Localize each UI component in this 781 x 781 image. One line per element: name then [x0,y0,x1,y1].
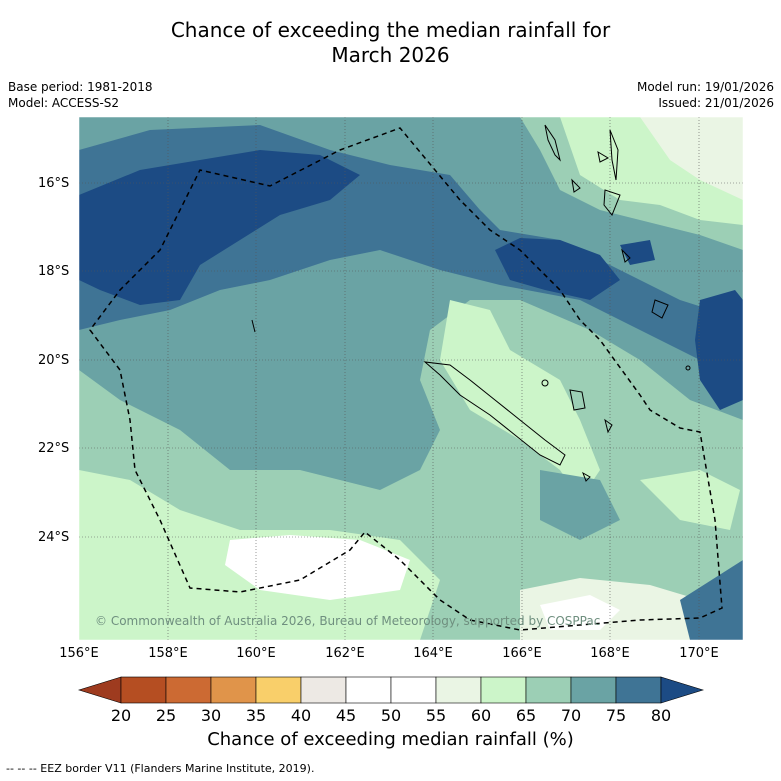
colorbar-segment-65-70 [525,676,572,704]
model-run: Model run: 19/01/2026 [636,80,774,94]
new-caledonia-coast [423,361,566,466]
colorbar-tick-70: 70 [560,706,582,725]
field-band-60-65-east [640,470,740,530]
field-band-50-55-south [225,535,410,600]
colorbar-tick-50: 50 [380,706,402,725]
lon-label-158e: 158°E [148,646,188,661]
eez-footnote: -- -- -- EEZ border V11 (Flanders Marine… [6,762,315,775]
lon-label-160e: 160°E [236,646,276,661]
map-title: Chance of exceeding the median rainfall … [0,18,781,68]
field-band-75-80-southeast [680,560,743,640]
field-patch-over-80-central [495,238,620,300]
colorbar-segment-60-65 [480,676,527,704]
lon-label-164e: 164°E [413,646,453,661]
reef-islet [251,319,256,333]
colorbar-segment-75-80 [615,676,662,704]
colorbar-tick-45: 45 [335,706,357,725]
colorbar-segment-45-50 [345,676,392,704]
colorbar-tick-80: 80 [650,706,672,725]
vanuatu-coast-3 [597,150,610,163]
colorbar-segment-20-25 [120,676,167,704]
field-band-50-55-southeast [540,595,620,630]
lat-label-22s: 22°S [38,441,70,456]
lat-label-18s: 18°S [38,264,70,279]
meta-right: Model run: 19/01/2026 Issued: 21/01/2026 [637,79,774,111]
colorbar-segment-50-55 [390,676,437,704]
vanuatu-coast-5 [603,189,621,216]
colorbar-extend-high [660,676,705,704]
model-name: Model: ACCESS-S2 [8,96,120,110]
meta-left: Base period: 1981-2018 Model: ACCESS-S2 [8,79,153,111]
base-period: Base period: 1981-2018 [8,80,153,94]
isle-of-pines-coast [582,471,591,482]
loyalty-islands-coast [569,389,586,411]
colorbar-segment-40-45 [300,676,347,704]
colorbar-segment-25-30 [165,676,212,704]
loyalty-islands-coast-2 [604,418,613,434]
map-frame [78,116,744,641]
eez-border [89,127,723,631]
colorbar-tick-65: 65 [515,706,537,725]
colorbar-tick-75: 75 [605,706,627,725]
lon-label-162e: 162°E [325,646,365,661]
lon-label-166e: 166°E [502,646,542,661]
fiji-islet [685,365,691,371]
lat-label-16s: 16°S [38,176,70,191]
title-line-1: Chance of exceeding the median rainfall … [170,18,611,42]
lon-label-168e: 168°E [590,646,630,661]
field-patch-over-80-east [695,290,743,410]
lat-label-24s: 24°S [38,530,70,545]
colorbar-tick-60: 60 [470,706,492,725]
title-line-2: March 2026 [331,43,450,67]
colorbar-tick-20: 20 [110,706,132,725]
probability-field [79,117,743,640]
colorbar-segment-30-35 [210,676,257,704]
issued-date: Issued: 21/01/2026 [658,96,774,110]
coastlines [251,124,691,482]
vanuatu-coast-4 [571,178,581,193]
field-band-60-65-central [440,300,600,500]
field-band-55-60-northeast [640,117,743,200]
fiji-coast [651,299,669,319]
colorbar-title: Chance of exceeding median rainfall (%) [207,729,574,750]
vanuatu-coast-6 [621,248,631,263]
colorbar-extend-low [77,676,122,704]
colorbar-segment-35-40 [255,676,302,704]
lon-label-156e: 156°E [59,646,99,661]
colorbar [77,676,705,704]
vanuatu-coast-1 [544,124,561,162]
vanuatu-coast-2 [609,129,619,181]
colorbar-segment-70-75 [570,676,617,704]
colorbar-segment-55-60 [435,676,482,704]
colorbar-tick-25: 25 [155,706,177,725]
walpole-islet [541,379,549,387]
colorbar-tick-40: 40 [290,706,312,725]
colorbar-tick-55: 55 [425,706,447,725]
colorbar-tick-35: 35 [245,706,267,725]
copyright-notice: © Commonwealth of Australia 2026, Bureau… [95,614,601,628]
field-band-70-75-south [540,470,620,540]
colorbar-tick-30: 30 [200,706,222,725]
lon-label-170e: 170°E [679,646,719,661]
lat-label-20s: 20°S [38,353,70,368]
field-patch-over-80-west [79,150,360,305]
